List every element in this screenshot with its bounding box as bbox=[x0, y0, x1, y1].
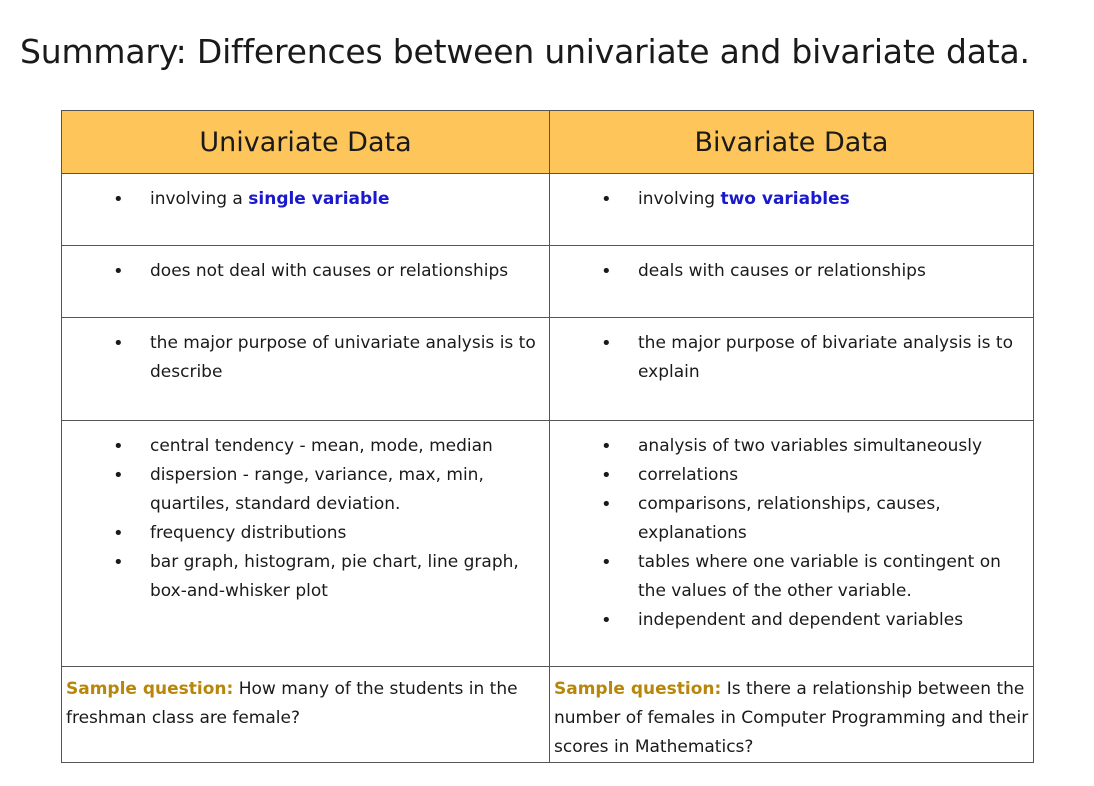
table-row: • does not deal with causes or relationsh… bbox=[61, 245, 1034, 318]
comparison-table: Univariate Data Bivariate Data • involvin… bbox=[61, 110, 1034, 763]
cell-bivariate-purpose: • the major purpose of bivariate analysis… bbox=[549, 317, 1034, 421]
list-item: • correlations bbox=[550, 461, 1029, 490]
sample-question-label: Sample question: bbox=[554, 679, 722, 699]
sample-question-text: Is there a relationship between the numb… bbox=[554, 679, 1029, 757]
list-item: • independent and dependent variables bbox=[550, 606, 1029, 635]
item-text: frequency distributions bbox=[150, 523, 347, 543]
table-row: • central tendency - mean, mode, median •… bbox=[61, 420, 1034, 667]
list-item: • involving a single variable bbox=[62, 185, 545, 214]
cell-univariate-purpose: • the major purpose of univariate analysi… bbox=[61, 317, 550, 421]
bullet-icon: • bbox=[601, 333, 612, 354]
cell-bivariate-relationships: • deals with causes or relationships bbox=[549, 245, 1034, 318]
list-item: • bar graph, histogram, pie chart, line g… bbox=[62, 548, 545, 606]
list-item: • dispersion - range, variance, max, min,… bbox=[62, 461, 545, 519]
list-item: • frequency distributions bbox=[62, 519, 545, 548]
item-text: comparisons, relationships, causes, expl… bbox=[638, 494, 941, 543]
item-text: involving bbox=[638, 189, 721, 209]
list-item: • analysis of two variables simultaneousl… bbox=[550, 432, 1029, 461]
sample-question-label: Sample question: bbox=[66, 679, 234, 699]
item-text: the major purpose of univariate analysis… bbox=[150, 333, 536, 382]
item-text: analysis of two variables simultaneously bbox=[638, 436, 983, 456]
cell-bivariate-sample: Sample question: Is there a relationship… bbox=[549, 666, 1034, 763]
header-bivariate: Bivariate Data bbox=[549, 110, 1034, 174]
bullet-icon: • bbox=[601, 436, 612, 457]
emphasis-text: single variable bbox=[248, 189, 390, 209]
cell-univariate-relationships: • does not deal with causes or relationsh… bbox=[61, 245, 550, 318]
table-row: Sample question: How many of the student… bbox=[61, 666, 1034, 763]
bullet-icon: • bbox=[601, 494, 612, 515]
list-item: • comparisons, relationships, causes, exp… bbox=[550, 490, 1029, 548]
emphasis-text: two variables bbox=[720, 189, 850, 209]
list-item: • involving two variables bbox=[550, 185, 1029, 214]
bullet-icon: • bbox=[113, 523, 124, 544]
cell-univariate-sample: Sample question: How many of the student… bbox=[61, 666, 550, 763]
item-text: the major purpose of bivariate analysis … bbox=[638, 333, 1013, 382]
bullet-icon: • bbox=[113, 436, 124, 457]
list-item: • tables where one variable is contingent… bbox=[550, 548, 1029, 606]
bullet-icon: • bbox=[601, 465, 612, 486]
sample-question-text: How many of the students in the freshman… bbox=[66, 679, 518, 728]
list-item: • central tendency - mean, mode, median bbox=[62, 432, 545, 461]
bullet-icon: • bbox=[601, 552, 612, 573]
bullet-icon: • bbox=[601, 610, 612, 631]
bullet-icon: • bbox=[113, 261, 124, 282]
item-text: does not deal with causes or relationshi… bbox=[150, 261, 509, 281]
table-header-row: Univariate Data Bivariate Data bbox=[61, 110, 1034, 174]
item-text: dispersion - range, variance, max, min, … bbox=[150, 465, 484, 514]
item-text: tables where one variable is contingent … bbox=[638, 552, 1001, 601]
bullet-icon: • bbox=[601, 261, 612, 282]
cell-bivariate-variable: • involving two variables bbox=[549, 173, 1034, 246]
list-item: • does not deal with causes or relationsh… bbox=[62, 257, 545, 286]
cell-bivariate-methods: • analysis of two variables simultaneousl… bbox=[549, 420, 1034, 667]
table-row: • the major purpose of univariate analysi… bbox=[61, 317, 1034, 421]
item-text: involving a bbox=[150, 189, 249, 209]
bullet-icon: • bbox=[113, 465, 124, 486]
cell-univariate-methods: • central tendency - mean, mode, median •… bbox=[61, 420, 550, 667]
bullet-icon: • bbox=[113, 552, 124, 573]
item-text: bar graph, histogram, pie chart, line gr… bbox=[150, 552, 519, 601]
header-univariate: Univariate Data bbox=[61, 110, 550, 174]
item-text: central tendency - mean, mode, median bbox=[150, 436, 493, 456]
cell-univariate-variable: • involving a single variable bbox=[61, 173, 550, 246]
list-item: • the major purpose of univariate analysi… bbox=[62, 329, 545, 387]
item-text: correlations bbox=[638, 465, 739, 485]
item-text: deals with causes or relationships bbox=[638, 261, 926, 281]
bullet-icon: • bbox=[601, 189, 612, 210]
bullet-icon: • bbox=[113, 333, 124, 354]
list-item: • the major purpose of bivariate analysis… bbox=[550, 329, 1029, 387]
page-title: Summary: Differences between univariate … bbox=[20, 32, 1030, 71]
item-text: independent and dependent variables bbox=[638, 610, 964, 630]
bullet-icon: • bbox=[113, 189, 124, 210]
list-item: • deals with causes or relationships bbox=[550, 257, 1029, 286]
table-row: • involving a single variable • involving … bbox=[61, 173, 1034, 246]
